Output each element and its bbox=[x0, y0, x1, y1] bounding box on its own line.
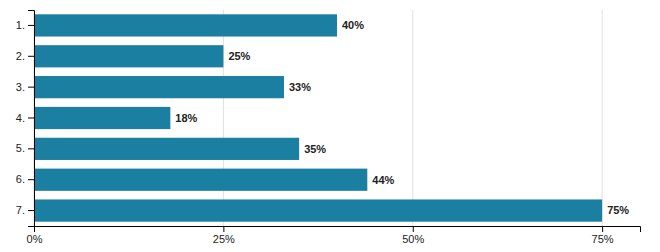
y-tick-mark bbox=[28, 210, 34, 211]
data-label: 75% bbox=[607, 204, 629, 216]
bar bbox=[34, 14, 337, 36]
data-label: 25% bbox=[228, 50, 250, 62]
y-tick-mark bbox=[28, 56, 34, 57]
y-axis-line bbox=[28, 11, 35, 227]
data-label: 40% bbox=[342, 19, 364, 31]
grid-line bbox=[223, 10, 224, 226]
y-tick-label: 7. bbox=[16, 204, 25, 216]
y-tick-label: 2. bbox=[16, 50, 25, 62]
bar bbox=[34, 107, 170, 129]
data-label: 44% bbox=[372, 174, 394, 186]
y-tick: 1. bbox=[16, 19, 34, 31]
y-axis: 1. 2. 3. 4. 5. 6. 7. bbox=[16, 11, 35, 227]
x-tick: 25% bbox=[213, 226, 235, 245]
x-tick-label: 25% bbox=[213, 233, 235, 245]
chart-container: 0% 25% 50% 75% 1. 2. 3. 4. 5. 6. 7. 40% 25% 33% 18% 35%… bbox=[0, 0, 660, 252]
y-tick: 2. bbox=[16, 50, 34, 62]
y-tick: 3. bbox=[16, 81, 34, 93]
y-tick-mark bbox=[28, 87, 34, 88]
x-tick-label: 0% bbox=[27, 233, 43, 245]
x-tick-label: 75% bbox=[592, 233, 614, 245]
y-tick-label: 3. bbox=[16, 81, 25, 93]
y-tick-label: 1. bbox=[16, 19, 25, 31]
x-axis: 0% 25% 50% 75% bbox=[27, 226, 641, 245]
y-tick: 7. bbox=[16, 204, 34, 216]
x-tick: 75% bbox=[592, 226, 614, 245]
bar bbox=[34, 199, 602, 221]
bar bbox=[34, 45, 223, 67]
y-tick-label: 4. bbox=[16, 112, 25, 124]
bar bbox=[34, 138, 299, 160]
chart-svg: 0% 25% 50% 75% 1. 2. 3. 4. 5. 6. 7. 40% 25% 33% 18% 35%… bbox=[0, 0, 660, 252]
grid-line bbox=[602, 10, 603, 226]
data-label: 18% bbox=[175, 112, 197, 124]
y-tick-mark bbox=[28, 179, 34, 180]
x-tick: 50% bbox=[402, 226, 424, 245]
data-labels: 40% 25% 33% 18% 35% 44% 75% bbox=[175, 19, 629, 216]
y-tick-label: 5. bbox=[16, 142, 25, 154]
grid-line bbox=[412, 10, 413, 226]
x-tick: 0% bbox=[27, 226, 43, 245]
bars bbox=[34, 14, 602, 221]
grid bbox=[34, 10, 602, 226]
data-label: 33% bbox=[289, 81, 311, 93]
x-tick-mark bbox=[602, 226, 603, 232]
y-tick-mark bbox=[28, 118, 34, 119]
x-tick-mark bbox=[223, 226, 224, 232]
data-label: 35% bbox=[304, 143, 326, 155]
plot-area: 0% 25% 50% 75% 1. 2. 3. 4. 5. 6. 7. 40% 25% 33% 18% 35%… bbox=[16, 10, 641, 245]
y-tick-mark bbox=[28, 148, 34, 149]
x-axis-line bbox=[35, 227, 641, 233]
y-tick: 5. bbox=[16, 142, 34, 154]
y-tick: 4. bbox=[16, 112, 34, 124]
bar bbox=[34, 169, 367, 191]
bar bbox=[34, 76, 284, 98]
y-tick-mark bbox=[28, 25, 34, 26]
y-tick: 6. bbox=[16, 173, 34, 185]
y-tick-label: 6. bbox=[16, 173, 25, 185]
x-tick-mark bbox=[413, 226, 414, 232]
x-tick-label: 50% bbox=[402, 233, 424, 245]
